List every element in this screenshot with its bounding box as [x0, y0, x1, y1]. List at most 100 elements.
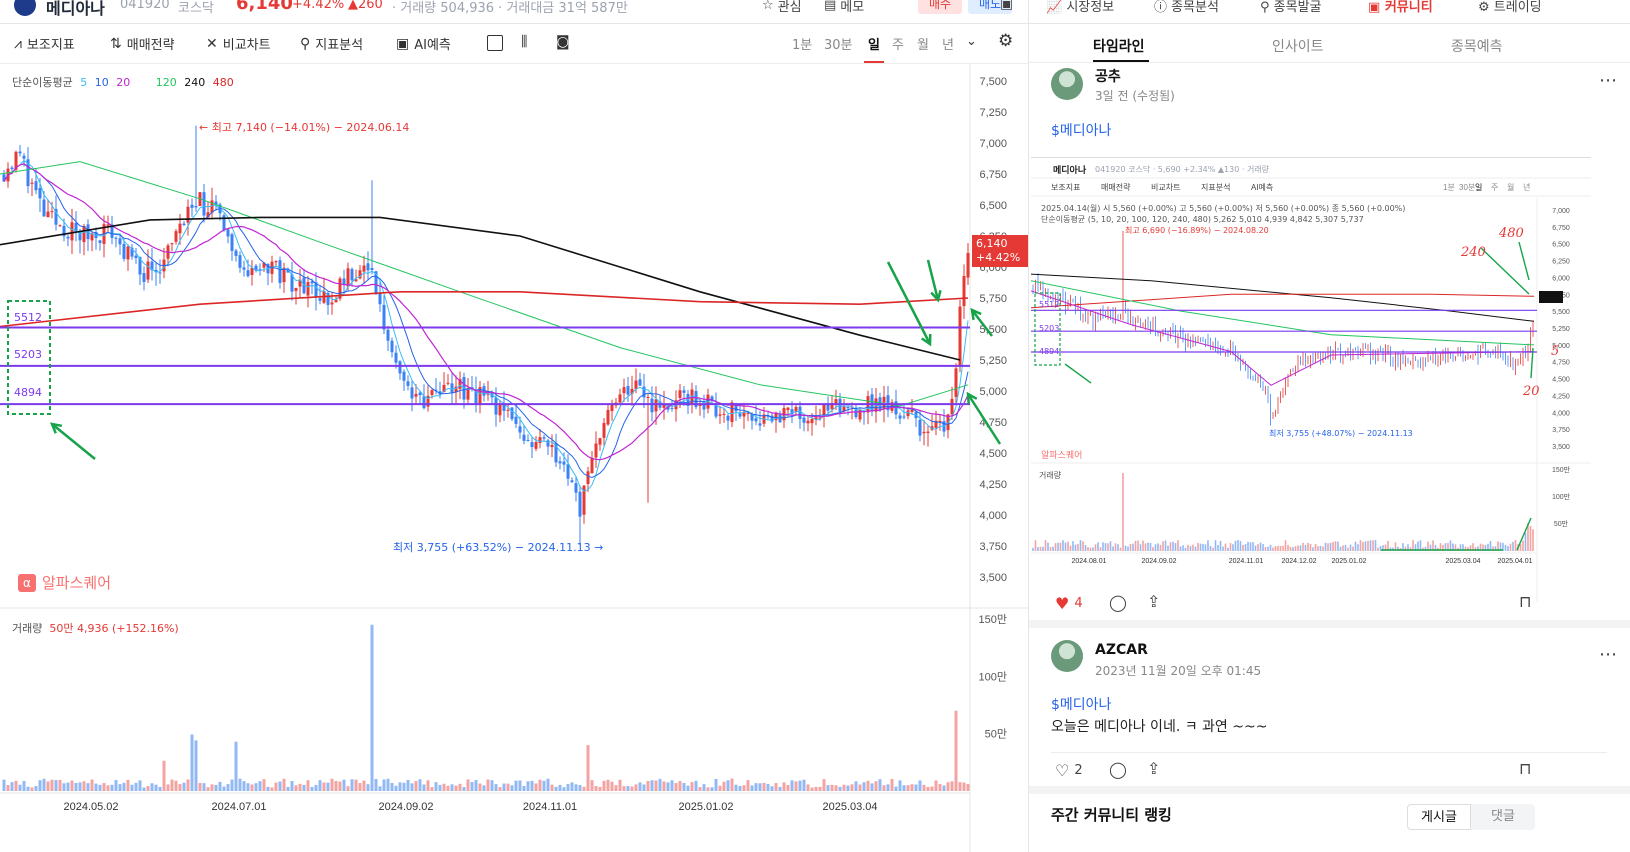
nav-stock-analysis[interactable]: ⓘ 종목분석 [1154, 0, 1219, 15]
candle-body [722, 413, 726, 415]
period-month[interactable]: 월 [917, 38, 929, 53]
compare-label: 비교차트 [222, 38, 271, 53]
candle-body [430, 390, 434, 395]
price-chart[interactable]: 7,5007,2507,0006,7506,5006,2506,0005,750… [0, 64, 1028, 852]
thumb-volume-bar [1104, 543, 1107, 551]
avatar[interactable] [1051, 68, 1083, 100]
period-1min[interactable]: 1분 [792, 38, 813, 53]
ma480-label: 480 [212, 76, 234, 89]
thumb-ma-line [1030, 280, 1535, 346]
volume-bar [478, 783, 482, 791]
volume-bar [146, 786, 150, 791]
sell-button[interactable]: 매도 [968, 0, 1012, 14]
thumb-volume-bar [1529, 525, 1532, 551]
analysis-button[interactable]: ⚲ 지표분석 [300, 34, 363, 54]
candle-body [402, 371, 406, 381]
candle-body [242, 267, 246, 270]
volume-bar [506, 783, 510, 791]
post-author[interactable]: 공추 [1095, 69, 1121, 85]
thumb-volume-bar [1149, 542, 1152, 551]
more-options-icon[interactable]: ⋯ [1599, 70, 1618, 91]
watch-button[interactable]: ☆ 관심 [762, 0, 802, 15]
thumb-volume-bar [1339, 546, 1342, 551]
ranking-tab-posts[interactable]: 게시글 [1407, 804, 1471, 830]
volume-bar [834, 785, 838, 791]
stock-name[interactable]: 메디아나 [46, 0, 105, 18]
compare-button[interactable]: ✕ 비교차트 [206, 34, 271, 54]
candle-body [534, 442, 538, 449]
y-tick-label: 3,500 [979, 572, 1007, 584]
volume-bar [962, 782, 966, 791]
strategy-label: 매매전략 [126, 38, 175, 53]
candle-body [26, 159, 30, 187]
post-stock-tag[interactable]: $메디아나 [1051, 697, 1112, 713]
ranking-tab-comments[interactable]: 댓글 [1471, 804, 1535, 830]
community-panel: 타임라인 인사이트 종목예측 공추 3일 전 (수정됨) ⋯ $메디아나 보조지… [1029, 24, 1630, 852]
volume-bar [626, 786, 630, 791]
thumb-volume-bar [1254, 545, 1257, 551]
more-options-icon[interactable]: ⋯ [1599, 644, 1618, 665]
candle-body [358, 270, 362, 279]
volume-bar [350, 779, 354, 791]
bookmark-icon[interactable]: ⊓ [1519, 759, 1532, 778]
tab-insight[interactable]: 인사이트 [1272, 39, 1324, 55]
volume-bar [226, 784, 230, 791]
thumb-toolbar-item: AI예측 [1251, 182, 1273, 192]
indicator-button[interactable]: ⩘ 보조지표 [14, 34, 75, 54]
nav-stock-discovery[interactable]: ⚲ 종목발굴 [1260, 0, 1322, 15]
strategy-button[interactable]: ⇅ 매매전략 [110, 34, 175, 54]
period-day[interactable]: 일 [868, 38, 880, 53]
candle-body [626, 386, 630, 395]
thumb-toolbar-item: 비교차트 [1151, 183, 1180, 192]
like-button[interactable]: ♥ 4 [1055, 594, 1083, 613]
candle-type-icon[interactable]: ⫼ [521, 34, 528, 50]
period-30min[interactable]: 30분 [824, 38, 853, 53]
candle-body [710, 396, 714, 402]
thumb-volume-bar [1334, 541, 1337, 551]
thumb-volume-bar [1312, 547, 1314, 551]
tab-stock-predict[interactable]: 종목예측 [1451, 39, 1503, 55]
buy-button[interactable]: 매수 [918, 0, 962, 14]
box-tool-icon[interactable] [487, 35, 503, 51]
volume-bar [286, 786, 290, 791]
watermark-text: 알파스퀘어 [42, 574, 112, 592]
candle-body [810, 419, 814, 424]
nav-community[interactable]: ▣ 커뮤니티 [1368, 0, 1433, 15]
ma10-label: 10 [94, 76, 109, 89]
period-week[interactable]: 주 [892, 38, 904, 53]
volume-bar [138, 780, 142, 791]
like-button[interactable]: ♡ 2 [1055, 761, 1083, 780]
volume-bar [642, 784, 646, 791]
tab-timeline[interactable]: 타임라인 [1093, 39, 1145, 55]
avatar[interactable] [1051, 640, 1083, 672]
x-tick-label: 2024.11.01 [523, 801, 577, 813]
candle-body [926, 431, 930, 433]
post-stock-tag[interactable]: $메디아나 [1051, 123, 1112, 139]
volume-bar [14, 780, 18, 791]
camera-icon[interactable]: ◙ [556, 34, 570, 50]
nav-market-info[interactable]: 📈 시장정보 [1046, 0, 1115, 15]
candle-body [286, 269, 290, 273]
candle-body [922, 431, 926, 434]
nav-trading[interactable]: ⚙ 트레이딩 [1478, 0, 1542, 15]
ai-predict-button[interactable]: ▣ AI예측 [396, 34, 451, 54]
share-icon[interactable]: ⇪ [1147, 759, 1161, 778]
gear-icon[interactable]: ⚙ [998, 31, 1014, 51]
post-author[interactable]: AZCAR [1095, 642, 1148, 658]
bookmark-icon[interactable]: ⊓ [1519, 592, 1532, 611]
thumb-volume-bar [1389, 547, 1392, 551]
volume-bar [266, 786, 270, 791]
comment-icon[interactable]: ◯ [1109, 760, 1127, 779]
thumb-volume-bar [1469, 545, 1472, 551]
memo-button[interactable]: ▤ 메모 [824, 0, 864, 15]
thumb-volume-bar [1094, 544, 1097, 551]
thumb-volume-bar [1452, 543, 1454, 551]
post-chart-image[interactable]: 보조지표 매매전략 비교차트 지표분석 AI예측 1분 30분 일 주 월 년 7,000 6,750 6… [1030, 157, 1591, 602]
chevron-down-icon[interactable]: ⌄ [966, 34, 977, 49]
chart-canvas[interactable]: 7,5007,2507,0006,7506,5006,2506,0005,750… [0, 64, 1028, 852]
panel-toggle-icon[interactable]: ▣ [1000, 0, 1014, 12]
share-icon[interactable]: ⇪ [1147, 592, 1161, 611]
volume-bar [570, 782, 574, 791]
comment-icon[interactable]: ◯ [1109, 593, 1127, 612]
period-year[interactable]: 년 [942, 38, 954, 53]
